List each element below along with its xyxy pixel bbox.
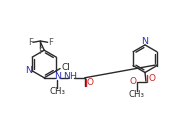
- Text: N: N: [54, 72, 61, 81]
- Text: O: O: [129, 77, 136, 86]
- Text: CH₃: CH₃: [129, 90, 145, 99]
- Text: NH: NH: [63, 72, 77, 81]
- Text: N: N: [142, 36, 149, 46]
- Text: O: O: [148, 74, 155, 83]
- Text: CH₃: CH₃: [49, 87, 66, 96]
- Text: F: F: [38, 47, 43, 56]
- Text: O: O: [87, 78, 94, 87]
- Text: N: N: [25, 66, 32, 75]
- Text: Cl: Cl: [62, 62, 70, 72]
- Text: F: F: [48, 38, 53, 47]
- Text: F: F: [28, 38, 33, 47]
